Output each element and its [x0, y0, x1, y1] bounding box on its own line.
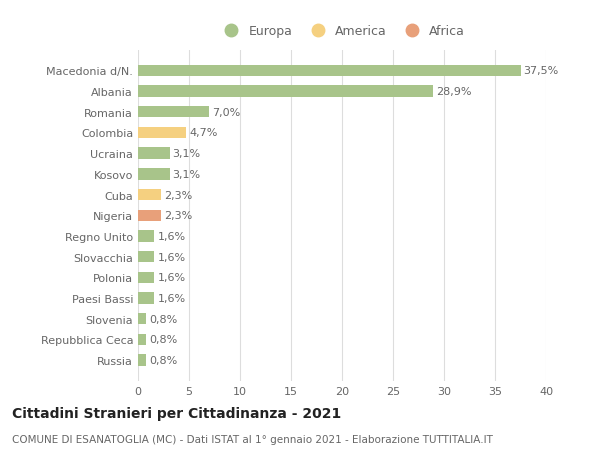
Bar — [138, 231, 154, 242]
Bar — [138, 210, 161, 221]
Text: 1,6%: 1,6% — [157, 273, 185, 283]
Text: 2,3%: 2,3% — [164, 190, 193, 200]
Bar — [138, 66, 521, 77]
Text: 7,0%: 7,0% — [212, 107, 241, 118]
Bar — [138, 128, 186, 139]
Text: 37,5%: 37,5% — [524, 66, 559, 76]
Text: 4,7%: 4,7% — [189, 128, 217, 138]
Bar — [138, 355, 146, 366]
Bar — [138, 190, 161, 201]
Legend: Europa, America, Africa: Europa, America, Africa — [214, 20, 470, 43]
Bar — [138, 272, 154, 283]
Text: Cittadini Stranieri per Cittadinanza - 2021: Cittadini Stranieri per Cittadinanza - 2… — [12, 406, 341, 420]
Text: 3,1%: 3,1% — [173, 149, 201, 159]
Text: COMUNE DI ESANATOGLIA (MC) - Dati ISTAT al 1° gennaio 2021 - Elaborazione TUTTIT: COMUNE DI ESANATOGLIA (MC) - Dati ISTAT … — [12, 434, 493, 444]
Bar — [138, 169, 170, 180]
Bar — [138, 334, 146, 345]
Text: 2,3%: 2,3% — [164, 211, 193, 221]
Bar — [138, 148, 170, 159]
Bar — [138, 86, 433, 97]
Text: 28,9%: 28,9% — [436, 87, 472, 97]
Text: 1,6%: 1,6% — [157, 293, 185, 303]
Text: 3,1%: 3,1% — [173, 169, 201, 179]
Bar — [138, 313, 146, 325]
Text: 0,8%: 0,8% — [149, 335, 178, 345]
Bar — [138, 293, 154, 304]
Text: 1,6%: 1,6% — [157, 252, 185, 262]
Bar — [138, 107, 209, 118]
Text: 0,8%: 0,8% — [149, 314, 178, 324]
Text: 1,6%: 1,6% — [157, 231, 185, 241]
Text: 0,8%: 0,8% — [149, 355, 178, 365]
Bar — [138, 252, 154, 263]
